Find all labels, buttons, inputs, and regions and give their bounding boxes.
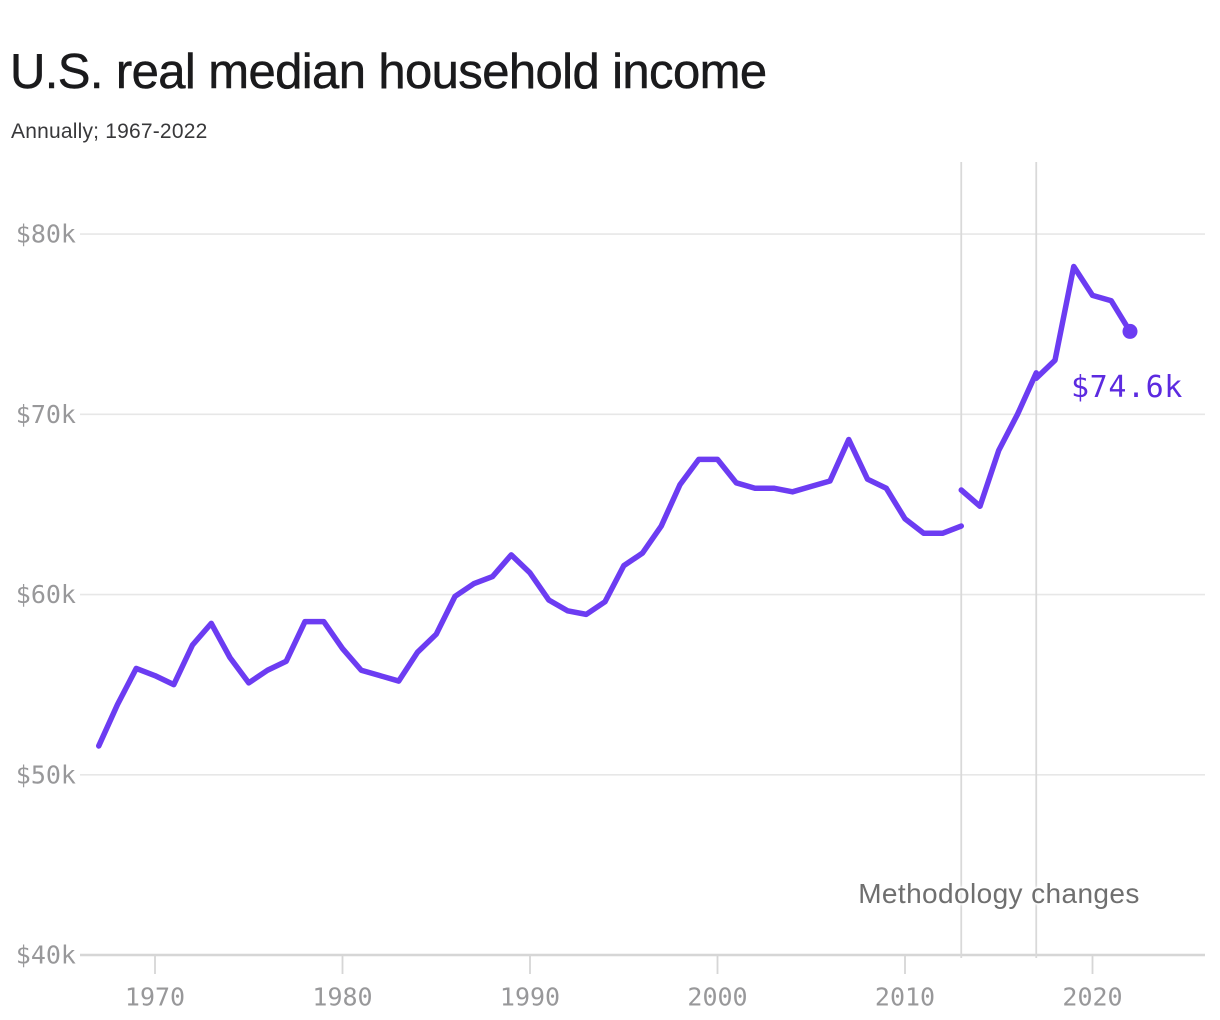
income-line-segment-2 [958,370,1039,509]
income-line-segment-1 [96,436,964,749]
y-tick-label: $70k [16,400,76,429]
x-tick-label: 1990 [500,983,560,1012]
x-tick-label: 2020 [1062,983,1122,1012]
endpoint-dot [1122,323,1138,339]
x-tick-label: 2010 [875,983,935,1012]
y-tick-label: $40k [16,941,76,970]
x-tick-label: 2000 [687,983,747,1012]
chart-title: U.S. real median household income [10,44,768,100]
y-tick-label: $60k [16,580,76,609]
methodology-annotation: Methodology changes [858,878,1140,909]
endpoint-value-label: $74.6k [1071,370,1183,405]
x-tick-label: 1970 [125,983,185,1012]
chart-subtitle: Annually; 1967-2022 [11,120,208,143]
income-line-segment-3 [1033,263,1133,382]
x-tick-label: 1980 [312,983,372,1012]
y-tick-label: $80k [16,220,76,249]
y-tick-label: $50k [16,760,76,789]
